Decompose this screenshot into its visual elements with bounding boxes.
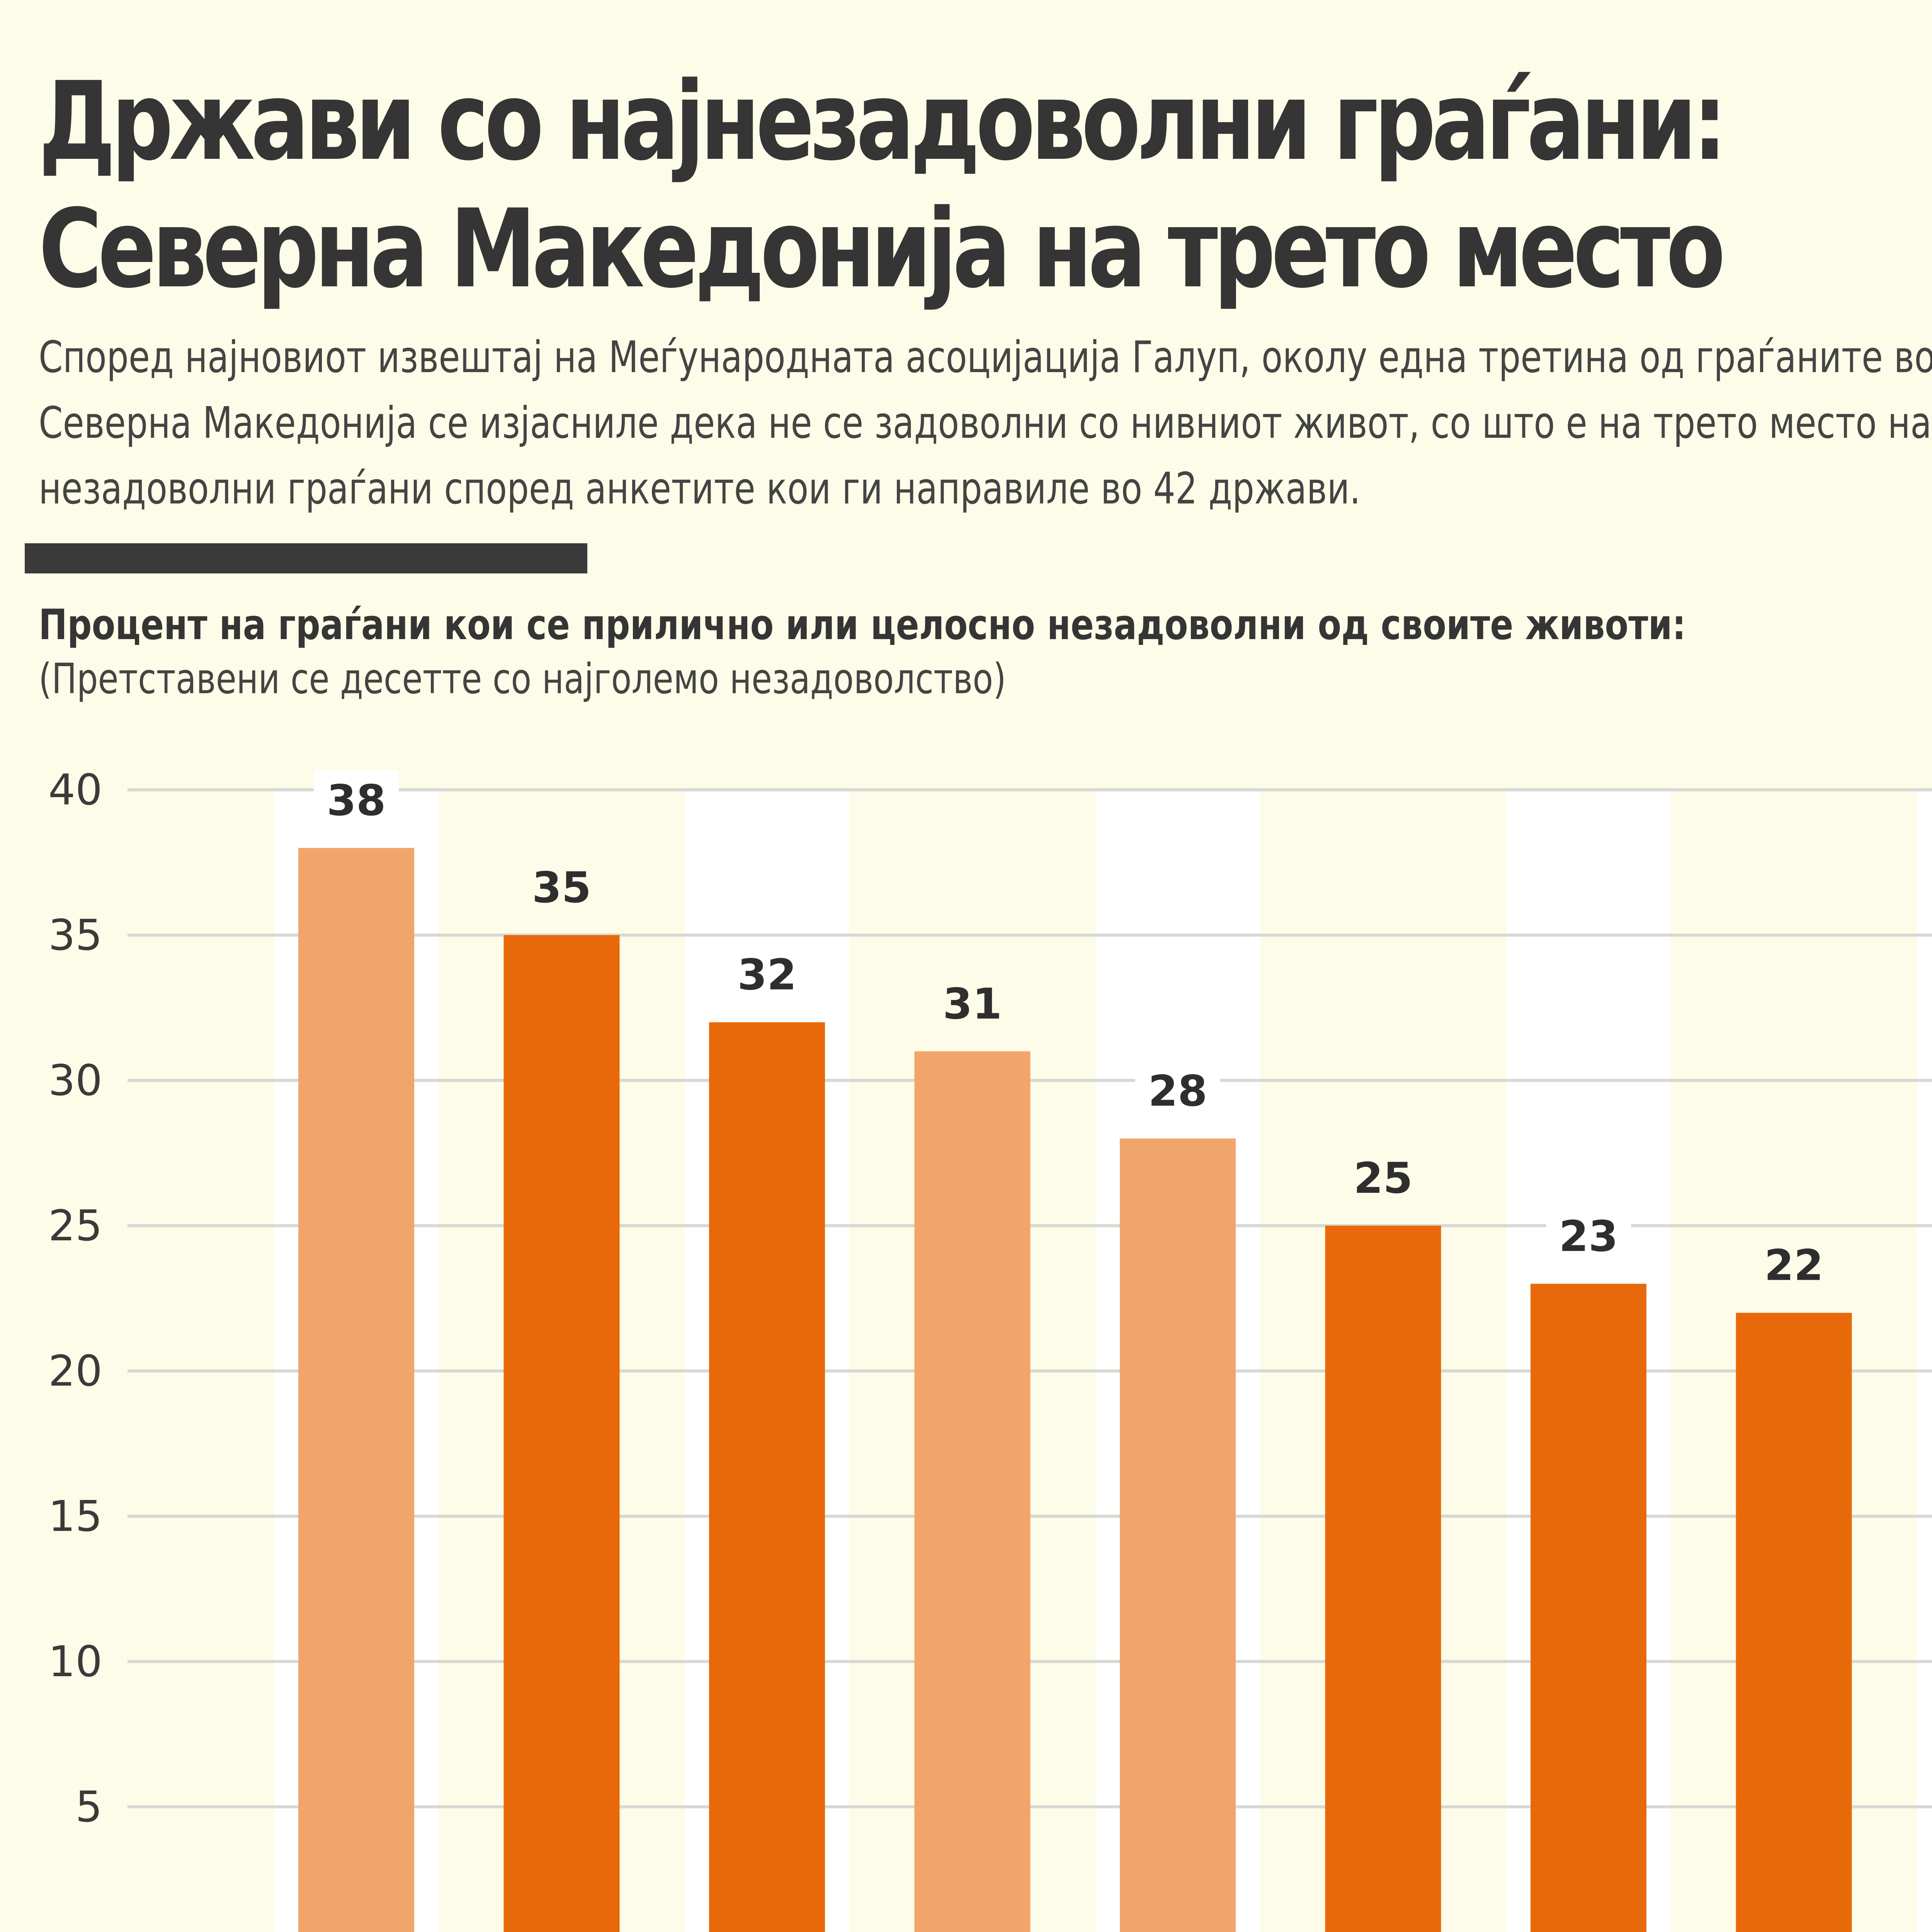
chart-subheading: (Претставени се десетте со најголемо нез… [39, 655, 1006, 703]
bar [1325, 1226, 1441, 1932]
value-labels: 38353231282523222121 [314, 770, 1837, 1290]
value-label: 38 [327, 776, 386, 825]
subtitle-line-1: Според најновиот извештај на Меѓународна… [39, 332, 1932, 383]
value-label: 28 [1148, 1066, 1207, 1116]
value-label: 25 [1354, 1153, 1413, 1203]
value-label-bg [1135, 1061, 1220, 1112]
section-divider [25, 543, 587, 573]
bar [503, 935, 620, 1932]
bar [1531, 1284, 1646, 1932]
bars [298, 848, 1852, 1932]
value-label-bg [930, 974, 1015, 1024]
y-tick-label: 40 [48, 765, 102, 815]
y-tick-label: 20 [48, 1346, 102, 1396]
bar [914, 1051, 1031, 1932]
bar [298, 848, 414, 1932]
bar [709, 1022, 825, 1932]
value-label-bg [519, 858, 604, 908]
title-line-2: Северна Македонија на трето место [39, 186, 1726, 312]
y-tick-label: 0 [75, 1927, 102, 1932]
page-title: Држави со најнезадоволни граѓани: Северн… [39, 58, 1727, 313]
value-label-bg [724, 945, 810, 995]
column-stripe [1917, 790, 1932, 1932]
y-tick-label: 5 [75, 1782, 102, 1832]
y-tick-label: 30 [48, 1056, 102, 1105]
title-line-1: Држави со најнезадоволни граѓани: [39, 59, 1727, 185]
y-axis-ticks: 0 5 10 15 20 25 30 35 40 [48, 765, 102, 1932]
value-label: 35 [532, 863, 591, 912]
y-tick-label: 10 [48, 1637, 102, 1686]
bar [1120, 1138, 1236, 1932]
value-label-bg [314, 770, 399, 821]
value-label-bg [1751, 1235, 1837, 1286]
value-label: 23 [1559, 1211, 1618, 1261]
bar [1736, 1313, 1852, 1932]
value-label: 22 [1764, 1241, 1823, 1290]
y-tick-label: 25 [48, 1201, 102, 1250]
value-label: 32 [737, 950, 796, 1000]
subtitle: Според најновиот извештај на Меѓународна… [39, 325, 1932, 522]
subtitle-line-3: незадоволни граѓани според анкетите кои … [39, 464, 1361, 514]
y-tick-label: 15 [48, 1492, 102, 1541]
value-label-bg [1340, 1148, 1426, 1199]
value-label-bg [1546, 1206, 1631, 1257]
chart-heading: Процент на граѓани кои се прилично или ц… [39, 601, 1686, 649]
value-label: 31 [943, 979, 1002, 1029]
y-tick-label: 35 [48, 910, 102, 960]
subtitle-line-2: Северна Македонија се изјасниле дека не … [39, 398, 1932, 448]
